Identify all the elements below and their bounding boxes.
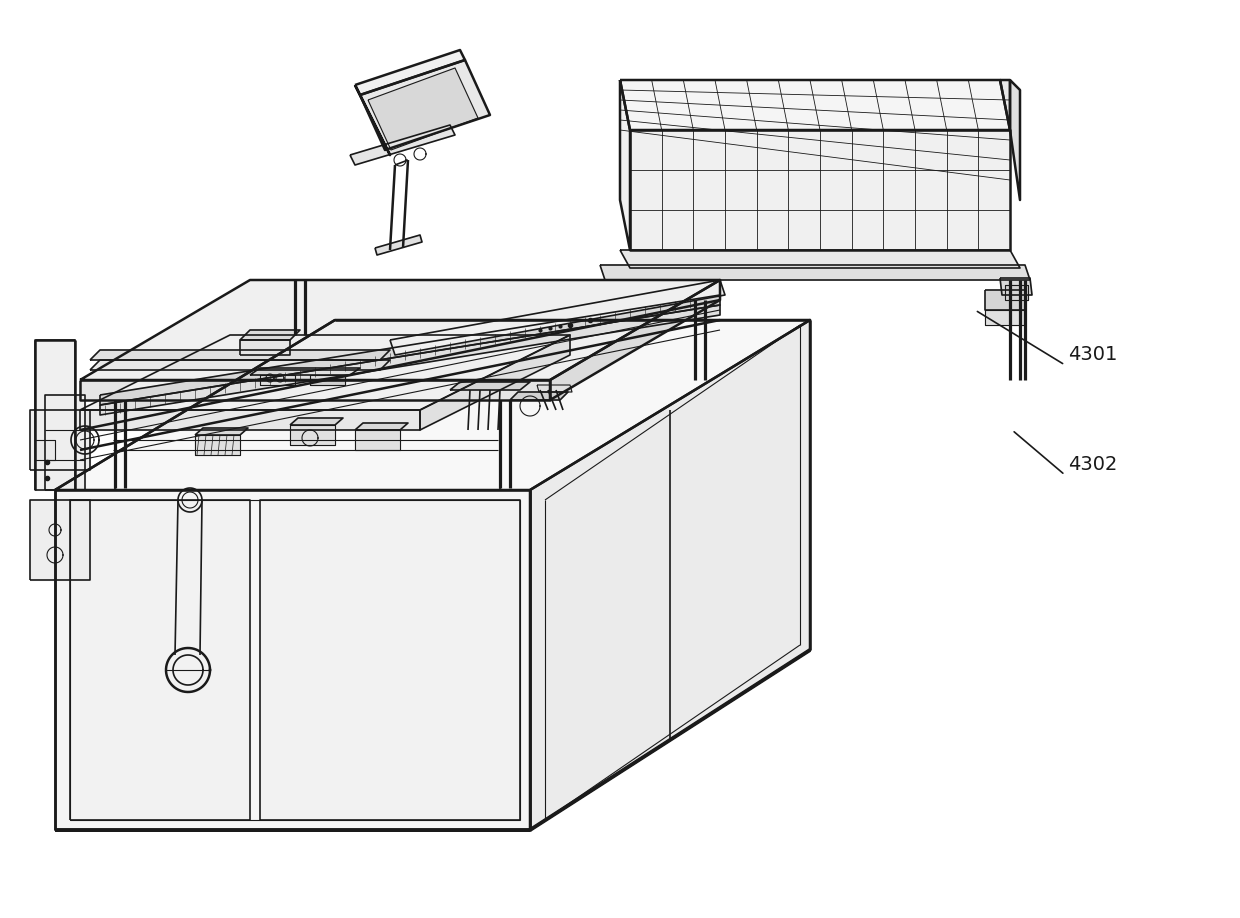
Polygon shape [355, 85, 391, 155]
Polygon shape [510, 392, 568, 400]
Polygon shape [290, 418, 343, 425]
Polygon shape [1004, 285, 1028, 300]
Polygon shape [91, 360, 391, 370]
Polygon shape [1011, 80, 1021, 200]
Polygon shape [355, 430, 401, 450]
Polygon shape [30, 410, 91, 470]
Polygon shape [195, 428, 248, 435]
Polygon shape [350, 125, 455, 165]
Polygon shape [999, 80, 1011, 130]
Polygon shape [91, 350, 391, 360]
Polygon shape [368, 68, 477, 150]
Polygon shape [985, 290, 1025, 310]
Polygon shape [260, 375, 295, 385]
Polygon shape [374, 235, 422, 255]
Polygon shape [81, 410, 420, 430]
Polygon shape [45, 395, 86, 490]
Polygon shape [241, 330, 300, 340]
Text: 4302: 4302 [1068, 455, 1117, 475]
Polygon shape [985, 310, 1025, 325]
Polygon shape [310, 375, 345, 385]
Polygon shape [999, 278, 1032, 295]
Polygon shape [529, 320, 810, 830]
Polygon shape [55, 320, 810, 490]
Polygon shape [630, 130, 1011, 250]
Polygon shape [81, 335, 570, 410]
Polygon shape [69, 500, 250, 820]
Polygon shape [355, 423, 408, 430]
Polygon shape [100, 295, 720, 405]
Polygon shape [600, 265, 1030, 280]
Polygon shape [537, 385, 572, 392]
Polygon shape [260, 500, 520, 820]
Polygon shape [450, 382, 529, 390]
Polygon shape [241, 340, 290, 355]
Polygon shape [81, 380, 551, 400]
Polygon shape [290, 425, 335, 445]
Polygon shape [55, 490, 529, 830]
Polygon shape [391, 280, 725, 355]
Polygon shape [30, 500, 91, 580]
Polygon shape [35, 440, 55, 460]
Polygon shape [620, 80, 630, 250]
Polygon shape [620, 80, 1011, 130]
Polygon shape [420, 335, 570, 430]
Text: 4301: 4301 [1068, 345, 1117, 364]
Polygon shape [360, 60, 490, 150]
Polygon shape [81, 280, 720, 380]
Polygon shape [35, 340, 74, 490]
Polygon shape [250, 368, 360, 375]
Polygon shape [100, 305, 720, 415]
Polygon shape [551, 280, 720, 400]
Polygon shape [620, 250, 1021, 268]
Polygon shape [195, 435, 241, 455]
Polygon shape [355, 50, 465, 95]
